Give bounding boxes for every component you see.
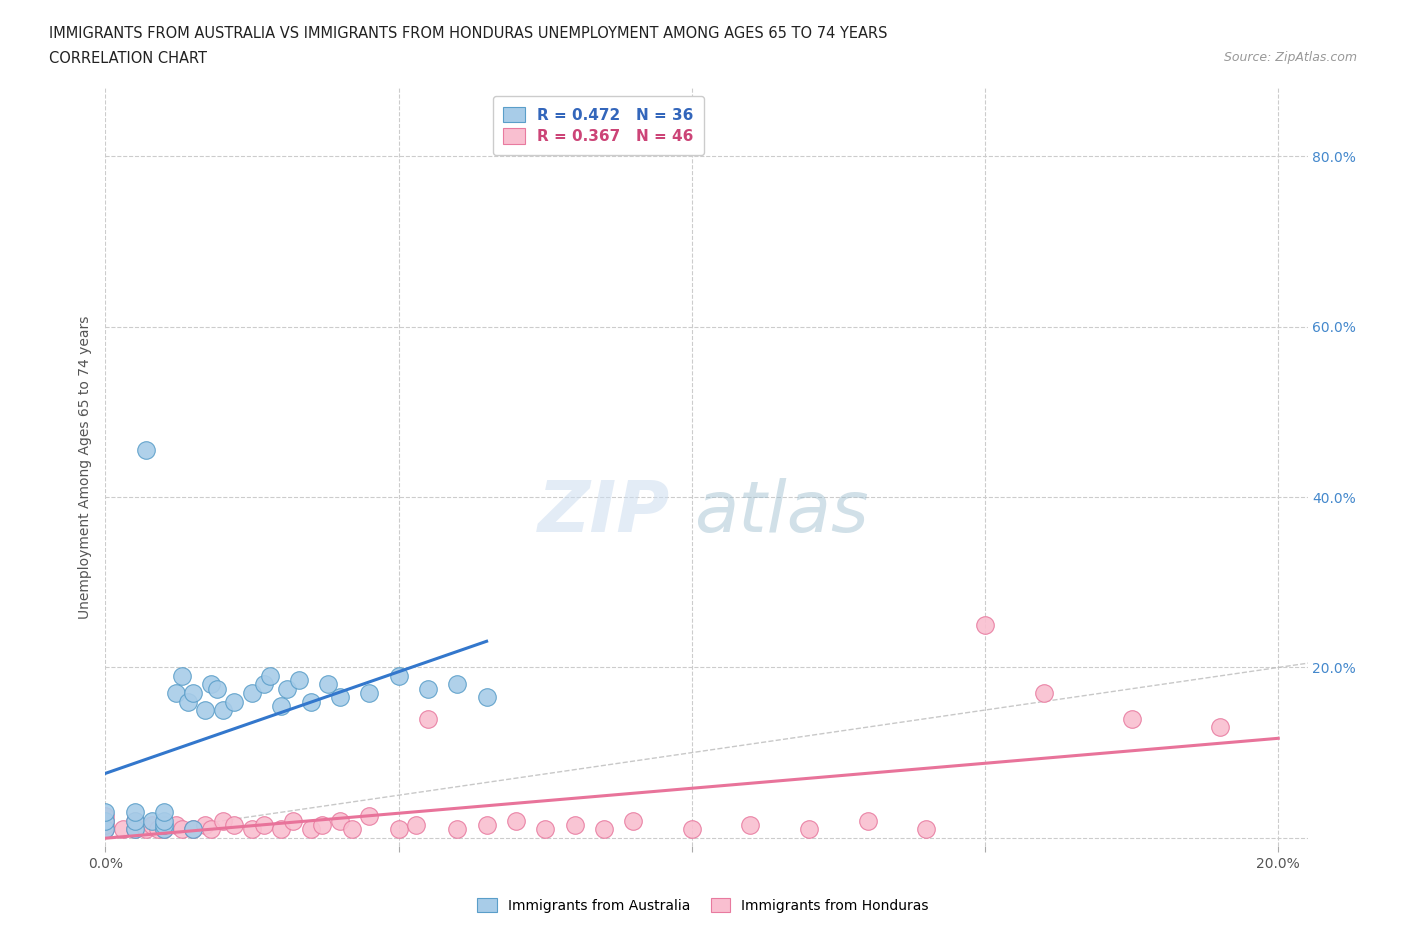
Point bbox=[1208, 720, 1230, 735]
Point bbox=[224, 694, 246, 709]
Point bbox=[94, 814, 117, 829]
Point bbox=[194, 817, 217, 832]
Point bbox=[124, 822, 146, 837]
Point bbox=[183, 685, 205, 700]
Point bbox=[165, 817, 187, 832]
Text: ZIP: ZIP bbox=[538, 478, 671, 547]
Point bbox=[153, 822, 176, 837]
Point bbox=[200, 677, 222, 692]
Point bbox=[316, 677, 339, 692]
Point bbox=[329, 690, 352, 705]
Point bbox=[270, 822, 292, 837]
Point bbox=[94, 814, 117, 829]
Point bbox=[740, 817, 762, 832]
Point bbox=[564, 817, 586, 832]
Point bbox=[259, 669, 281, 684]
Point bbox=[153, 814, 176, 829]
Point bbox=[153, 817, 176, 832]
Point bbox=[1121, 711, 1143, 726]
Point bbox=[94, 809, 117, 824]
Point bbox=[153, 804, 176, 819]
Point bbox=[621, 814, 644, 829]
Point bbox=[240, 822, 263, 837]
Point bbox=[359, 685, 381, 700]
Point bbox=[270, 698, 292, 713]
Point bbox=[112, 822, 135, 837]
Point bbox=[135, 822, 157, 837]
Point bbox=[170, 822, 193, 837]
Point bbox=[240, 685, 263, 700]
Point bbox=[148, 822, 170, 837]
Point bbox=[141, 817, 163, 832]
Point bbox=[405, 817, 427, 832]
Point bbox=[124, 804, 146, 819]
Point bbox=[124, 814, 146, 829]
Point bbox=[135, 443, 157, 458]
Point bbox=[183, 822, 205, 837]
Point bbox=[194, 702, 217, 717]
Point bbox=[124, 822, 146, 837]
Point bbox=[534, 822, 557, 837]
Text: IMMIGRANTS FROM AUSTRALIA VS IMMIGRANTS FROM HONDURAS UNEMPLOYMENT AMONG AGES 65: IMMIGRANTS FROM AUSTRALIA VS IMMIGRANTS … bbox=[49, 26, 887, 41]
Point bbox=[299, 822, 322, 837]
Point bbox=[170, 669, 193, 684]
Point bbox=[224, 817, 246, 832]
Text: Source: ZipAtlas.com: Source: ZipAtlas.com bbox=[1223, 51, 1357, 64]
Point bbox=[311, 817, 333, 832]
Point bbox=[340, 822, 363, 837]
Point bbox=[797, 822, 820, 837]
Point bbox=[205, 682, 228, 697]
Text: atlas: atlas bbox=[695, 478, 869, 547]
Point bbox=[388, 822, 411, 837]
Point bbox=[94, 822, 117, 837]
Point bbox=[153, 822, 176, 837]
Point bbox=[288, 672, 311, 687]
Point bbox=[211, 814, 233, 829]
Point bbox=[253, 677, 276, 692]
Point bbox=[915, 822, 938, 837]
Point bbox=[211, 702, 233, 717]
Point bbox=[299, 694, 322, 709]
Point bbox=[475, 817, 498, 832]
Point bbox=[276, 682, 298, 697]
Point bbox=[388, 669, 411, 684]
Point bbox=[446, 677, 468, 692]
Point bbox=[974, 618, 997, 632]
Point bbox=[281, 814, 304, 829]
Point bbox=[165, 685, 187, 700]
Point bbox=[329, 814, 352, 829]
Legend: R = 0.472   N = 36, R = 0.367   N = 46: R = 0.472 N = 36, R = 0.367 N = 46 bbox=[492, 96, 704, 154]
Point bbox=[1032, 685, 1054, 700]
Point bbox=[176, 694, 198, 709]
Point bbox=[94, 822, 117, 837]
Point bbox=[124, 814, 146, 829]
Point bbox=[253, 817, 276, 832]
Point bbox=[593, 822, 616, 837]
Point bbox=[183, 822, 205, 837]
Point bbox=[200, 822, 222, 837]
Point bbox=[94, 817, 117, 832]
Point bbox=[94, 804, 117, 819]
Legend: Immigrants from Australia, Immigrants from Honduras: Immigrants from Australia, Immigrants fr… bbox=[471, 893, 935, 919]
Point bbox=[505, 814, 527, 829]
Point bbox=[446, 822, 468, 837]
Point bbox=[141, 814, 163, 829]
Point bbox=[681, 822, 703, 837]
Point bbox=[475, 690, 498, 705]
Point bbox=[416, 682, 439, 697]
Y-axis label: Unemployment Among Ages 65 to 74 years: Unemployment Among Ages 65 to 74 years bbox=[79, 315, 93, 619]
Point bbox=[416, 711, 439, 726]
Text: CORRELATION CHART: CORRELATION CHART bbox=[49, 51, 207, 66]
Point bbox=[359, 809, 381, 824]
Point bbox=[856, 814, 879, 829]
